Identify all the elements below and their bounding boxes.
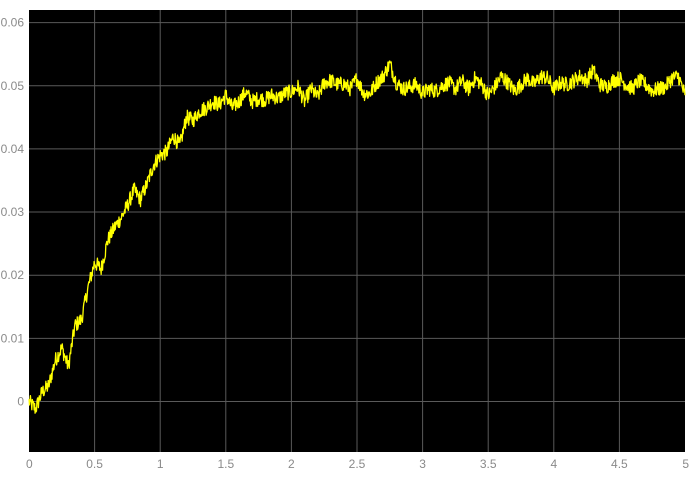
signal-trace: [28, 60, 686, 414]
x-tick-label: 1: [157, 457, 164, 471]
x-tick-label: 1.5: [217, 457, 234, 471]
x-tick-label: 0: [26, 457, 33, 471]
x-tick-label: 0.5: [86, 457, 103, 471]
x-axis-ticks: 0 0.5 1 1.5 2 2.5 3 3.5 4 4.5 5: [26, 457, 689, 471]
y-tick-label: 0.02: [1, 268, 25, 282]
y-tick-label: 0.05: [1, 79, 25, 93]
y-tick-label: 0.03: [1, 205, 25, 219]
series-line: [28, 60, 686, 414]
y-tick-label: 0.04: [1, 142, 25, 156]
y-axis-ticks: 0 0.01 0.02 0.03 0.04 0.05 0.06: [1, 16, 25, 409]
x-tick-label: 3: [419, 457, 426, 471]
y-tick-label: 0.01: [1, 331, 25, 345]
x-tick-label: 5: [682, 457, 689, 471]
y-tick-label: 0: [17, 394, 24, 408]
x-tick-label: 4: [550, 457, 557, 471]
x-tick-label: 2: [288, 457, 295, 471]
x-tick-label: 2.5: [349, 457, 366, 471]
x-tick-label: 4.5: [611, 457, 628, 471]
x-tick-label: 3.5: [480, 457, 497, 471]
y-tick-label: 0.06: [1, 16, 25, 30]
